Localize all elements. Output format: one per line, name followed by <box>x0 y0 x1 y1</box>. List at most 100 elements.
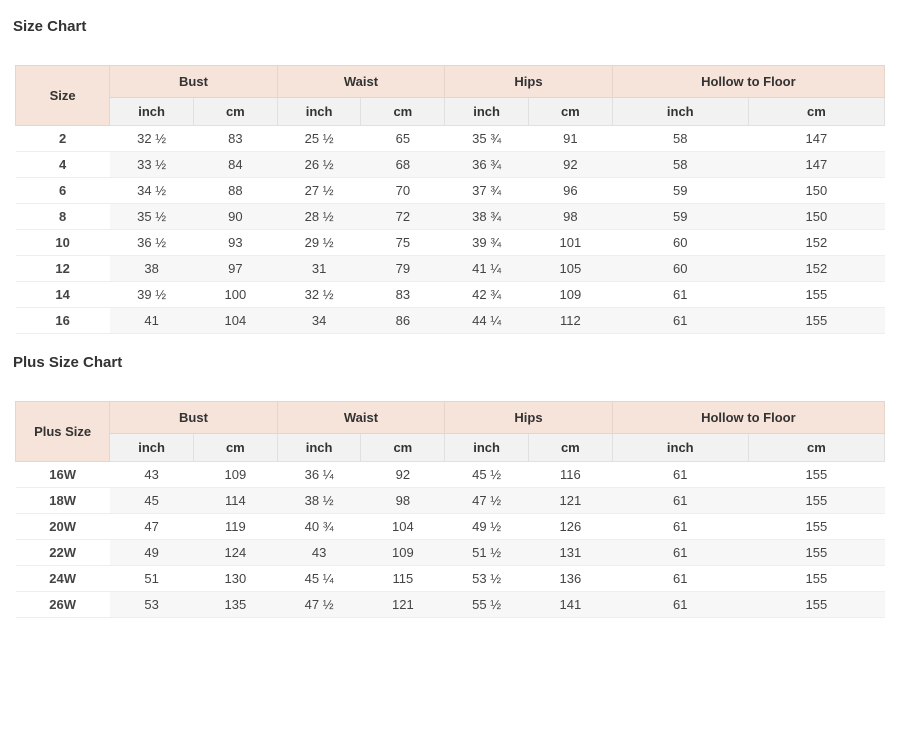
unit-header: inch <box>612 98 748 126</box>
value-cell: 47 ½ <box>445 488 529 514</box>
unit-header: inch <box>277 98 361 126</box>
value-cell: 121 <box>361 592 445 618</box>
value-cell: 112 <box>528 308 612 334</box>
table-row: 1439 ½10032 ½8342 ¾10961155 <box>16 282 885 308</box>
value-cell: 155 <box>748 514 884 540</box>
value-cell: 47 ½ <box>277 592 361 618</box>
value-cell: 35 ½ <box>110 204 194 230</box>
table-row: 16W4310936 ¼9245 ½11661155 <box>16 462 885 488</box>
value-cell: 124 <box>193 540 277 566</box>
value-cell: 152 <box>748 256 884 282</box>
plus-size-chart-table: Plus Size Bust Waist Hips Hollow to Floo… <box>15 401 885 618</box>
value-cell: 34 ½ <box>110 178 194 204</box>
value-cell: 98 <box>528 204 612 230</box>
value-cell: 61 <box>612 540 748 566</box>
value-cell: 104 <box>361 514 445 540</box>
value-cell: 61 <box>612 514 748 540</box>
value-cell: 152 <box>748 230 884 256</box>
value-cell: 88 <box>193 178 277 204</box>
unit-header: inch <box>612 434 748 462</box>
unit-header: cm <box>193 98 277 126</box>
value-cell: 40 ¾ <box>277 514 361 540</box>
value-cell: 60 <box>612 256 748 282</box>
value-cell: 33 ½ <box>110 152 194 178</box>
value-cell: 126 <box>528 514 612 540</box>
value-cell: 27 ½ <box>277 178 361 204</box>
size-cell: 2 <box>16 126 110 152</box>
value-cell: 98 <box>361 488 445 514</box>
value-cell: 86 <box>361 308 445 334</box>
value-cell: 104 <box>193 308 277 334</box>
value-cell: 155 <box>748 282 884 308</box>
size-cell: 10 <box>16 230 110 256</box>
value-cell: 105 <box>528 256 612 282</box>
table-row: 232 ½8325 ½6535 ¾9158147 <box>16 126 885 152</box>
value-cell: 96 <box>528 178 612 204</box>
value-cell: 83 <box>361 282 445 308</box>
table-row: 26W5313547 ½12155 ½14161155 <box>16 592 885 618</box>
value-cell: 28 ½ <box>277 204 361 230</box>
table-row: 24W5113045 ¼11553 ½13661155 <box>16 566 885 592</box>
unit-header: cm <box>748 434 884 462</box>
table-row: 22W491244310951 ½13161155 <box>16 540 885 566</box>
value-cell: 55 ½ <box>445 592 529 618</box>
value-cell: 31 <box>277 256 361 282</box>
value-cell: 109 <box>361 540 445 566</box>
table-row: 18W4511438 ½9847 ½12161155 <box>16 488 885 514</box>
value-cell: 70 <box>361 178 445 204</box>
value-cell: 101 <box>528 230 612 256</box>
plus-size-chart-body: 16W4310936 ¼9245 ½1166115518W4511438 ½98… <box>16 462 885 618</box>
value-cell: 155 <box>748 566 884 592</box>
value-cell: 32 ½ <box>277 282 361 308</box>
value-cell: 29 ½ <box>277 230 361 256</box>
size-cell: 6 <box>16 178 110 204</box>
value-cell: 53 ½ <box>445 566 529 592</box>
value-cell: 130 <box>193 566 277 592</box>
value-cell: 131 <box>528 540 612 566</box>
value-cell: 155 <box>748 488 884 514</box>
value-cell: 100 <box>193 282 277 308</box>
size-cell: 24W <box>16 566 110 592</box>
value-cell: 36 ½ <box>110 230 194 256</box>
header-hollow: Hollow to Floor <box>612 402 884 434</box>
value-cell: 61 <box>612 462 748 488</box>
size-chart-body: 232 ½8325 ½6535 ¾9158147433 ½8426 ½6836 … <box>16 126 885 334</box>
value-cell: 155 <box>748 592 884 618</box>
size-cell: 4 <box>16 152 110 178</box>
header-waist: Waist <box>277 66 445 98</box>
header-plus-size: Plus Size <box>16 402 110 462</box>
value-cell: 135 <box>193 592 277 618</box>
value-cell: 35 ¾ <box>445 126 529 152</box>
value-cell: 41 <box>110 308 194 334</box>
value-cell: 97 <box>193 256 277 282</box>
size-chart-title: Size Chart <box>13 18 895 35</box>
value-cell: 32 ½ <box>110 126 194 152</box>
value-cell: 147 <box>748 152 884 178</box>
value-cell: 45 ¼ <box>277 566 361 592</box>
unit-header: inch <box>445 98 529 126</box>
value-cell: 68 <box>361 152 445 178</box>
value-cell: 25 ½ <box>277 126 361 152</box>
value-cell: 36 ¾ <box>445 152 529 178</box>
unit-header: cm <box>193 434 277 462</box>
unit-header: inch <box>277 434 361 462</box>
value-cell: 155 <box>748 540 884 566</box>
value-cell: 36 ¼ <box>277 462 361 488</box>
value-cell: 38 ¾ <box>445 204 529 230</box>
value-cell: 84 <box>193 152 277 178</box>
value-cell: 61 <box>612 566 748 592</box>
value-cell: 60 <box>612 230 748 256</box>
value-cell: 38 ½ <box>277 488 361 514</box>
size-cell: 16 <box>16 308 110 334</box>
value-cell: 136 <box>528 566 612 592</box>
table-row: 123897317941 ¼10560152 <box>16 256 885 282</box>
value-cell: 37 ¾ <box>445 178 529 204</box>
value-cell: 121 <box>528 488 612 514</box>
value-cell: 34 <box>277 308 361 334</box>
value-cell: 59 <box>612 178 748 204</box>
size-cell: 16W <box>16 462 110 488</box>
header-hips: Hips <box>445 66 613 98</box>
unit-header: inch <box>445 434 529 462</box>
value-cell: 61 <box>612 488 748 514</box>
value-cell: 115 <box>361 566 445 592</box>
